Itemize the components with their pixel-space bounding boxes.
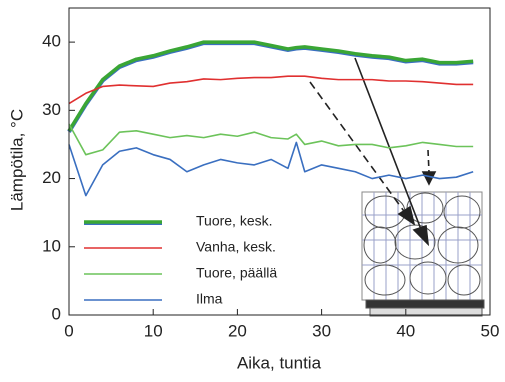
arrows xyxy=(309,57,437,247)
x-tick-label: 40 xyxy=(396,321,415,340)
x-tick-label: 10 xyxy=(144,321,163,340)
legend: Tuore, kesk. Vanha, kesk. Tuore, päällä Ilm… xyxy=(84,213,277,307)
series-line xyxy=(68,75,474,105)
y-tick-label: 10 xyxy=(42,236,61,255)
x-tick-label: 20 xyxy=(228,321,247,340)
y-tick-label: 30 xyxy=(42,100,61,119)
y-tick-label: 20 xyxy=(42,168,61,187)
legend-label: Vanha, kesk. xyxy=(196,239,276,255)
plot-frame xyxy=(68,7,491,316)
x-axis-label: Aika, tuntia xyxy=(237,353,322,372)
legend-label: Ilma xyxy=(196,291,223,307)
x-tick-label: 0 xyxy=(64,321,73,340)
x-tick-label: 30 xyxy=(312,321,331,340)
y-tick-label: 40 xyxy=(42,32,61,51)
series-line-shadow xyxy=(67,41,474,133)
series-line xyxy=(68,141,474,197)
y-tick-label: 0 xyxy=(52,304,61,323)
y-axis-label: Lämpötila, °C xyxy=(7,109,26,211)
series-line xyxy=(67,40,474,132)
series-line xyxy=(68,123,474,156)
x-tick-label: 50 xyxy=(481,321,500,340)
pile-illustration xyxy=(361,191,485,317)
legend-label: Tuore, päällä xyxy=(196,265,277,281)
legend-label: Tuore, kesk. xyxy=(196,213,273,229)
